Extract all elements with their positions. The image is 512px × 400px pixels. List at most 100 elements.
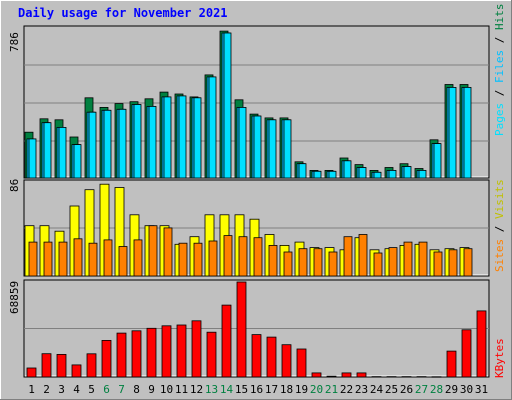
bar-pages [28,138,37,179]
x-tick-label: 5 [88,383,95,396]
bar-pages [283,119,292,179]
x-tick-label: 4 [73,383,80,396]
bar-pages [268,119,277,179]
bar-sites [298,248,308,277]
bar-sites [28,241,38,277]
bar-kbytes [371,376,382,378]
bar-pages [328,170,337,179]
x-tick-label: 11 [175,383,188,396]
kbytes-bars [26,281,487,378]
x-tick-label: 8 [133,383,140,396]
bar-kbytes [131,330,142,378]
bar-sites [103,239,113,277]
legend-separator: / [493,219,506,239]
y-tick-visits-max: 86 [8,179,21,192]
bar-pages [313,170,322,179]
bar-pages [358,167,367,179]
legend-hits: Hits [493,4,506,31]
bar-sites [358,234,368,277]
x-tick-label: 22 [340,383,353,396]
x-axis-day-labels: 1 2 3 4 5 6 7 8 9 10 11 12 13 14 15 16 17 18 19 20 21 22 23 24 2… [28,383,488,396]
bar-sites [313,248,323,277]
bar-pages [163,96,172,179]
bar-sites [238,236,248,277]
x-tick-label: 26 [400,383,413,396]
x-tick-label: 29 [445,383,458,396]
bar-kbytes [311,372,322,378]
legend-sites: Sites [493,239,506,272]
bar-kbytes [56,353,67,378]
bar-pages [103,109,112,179]
bar-pages [463,87,472,179]
bar-sites [283,251,293,277]
bar-sites [403,241,413,277]
bar-kbytes [146,327,157,378]
bar-kbytes [416,376,427,378]
bar-sites [148,225,158,277]
bar-kbytes [116,332,127,378]
x-tick-label: 2 [43,383,50,396]
x-tick-label: 30 [460,383,473,396]
bar-kbytes [236,281,247,378]
bar-kbytes [191,320,202,378]
x-tick-label: 9 [148,383,155,396]
bar-kbytes [206,331,217,378]
legend-separator: / [493,30,506,50]
bar-pages [403,166,412,179]
bar-pages [88,111,97,179]
sites-visits-bars [24,183,473,277]
bar-sites [118,246,128,277]
bar-pages [388,169,397,179]
bar-pages [253,115,262,179]
bar-kbytes [281,344,292,378]
bar-pages [208,76,217,179]
x-tick-label: 18 [280,383,293,396]
bar-kbytes [296,348,307,378]
bar-sites [388,247,398,277]
bar-sites [418,241,428,277]
x-tick-label: 21 [325,383,338,396]
bar-kbytes [401,376,412,378]
bar-pages [148,106,157,179]
bar-sites [73,238,83,277]
bar-pages [433,143,442,179]
x-tick-label: 13 [205,383,218,396]
x-tick-label: 27 [415,383,428,396]
bar-kbytes [251,334,262,378]
y-tick-hits-max: 786 [8,32,21,52]
bar-sites [268,244,278,277]
x-tick-label: 16 [250,383,263,396]
bar-sites [253,237,263,277]
legend-pages: Pages [493,103,506,136]
legend-pages-files-hits: Pages / Files / Hits [493,4,506,137]
legend-separator: / [493,83,506,103]
bar-pages [418,169,427,179]
x-tick-label: 25 [385,383,398,396]
bar-pages [448,87,457,179]
bar-kbytes [26,367,37,378]
bar-pages [43,122,52,179]
bar-sites [178,242,188,277]
bar-sites [448,249,458,277]
bar-pages [238,107,247,179]
bar-kbytes [221,304,232,378]
bar-pages [298,163,307,179]
bar-sites [43,241,53,277]
bar-sites [163,227,173,277]
bar-pages [223,32,232,179]
bar-sites [343,236,353,277]
bar-sites [88,242,98,277]
bar-pages [118,108,127,179]
pages-files-hits-bars [24,30,472,179]
bar-kbytes [326,375,337,378]
bar-kbytes [341,372,352,378]
bar-sites [58,241,68,277]
bar-kbytes [86,353,97,378]
bar-sites [133,239,143,277]
bar-kbytes [266,336,277,378]
legend-kbytes: KBytes [493,338,506,378]
x-tick-label: 1 [28,383,35,396]
x-tick-label: 3 [58,383,65,396]
